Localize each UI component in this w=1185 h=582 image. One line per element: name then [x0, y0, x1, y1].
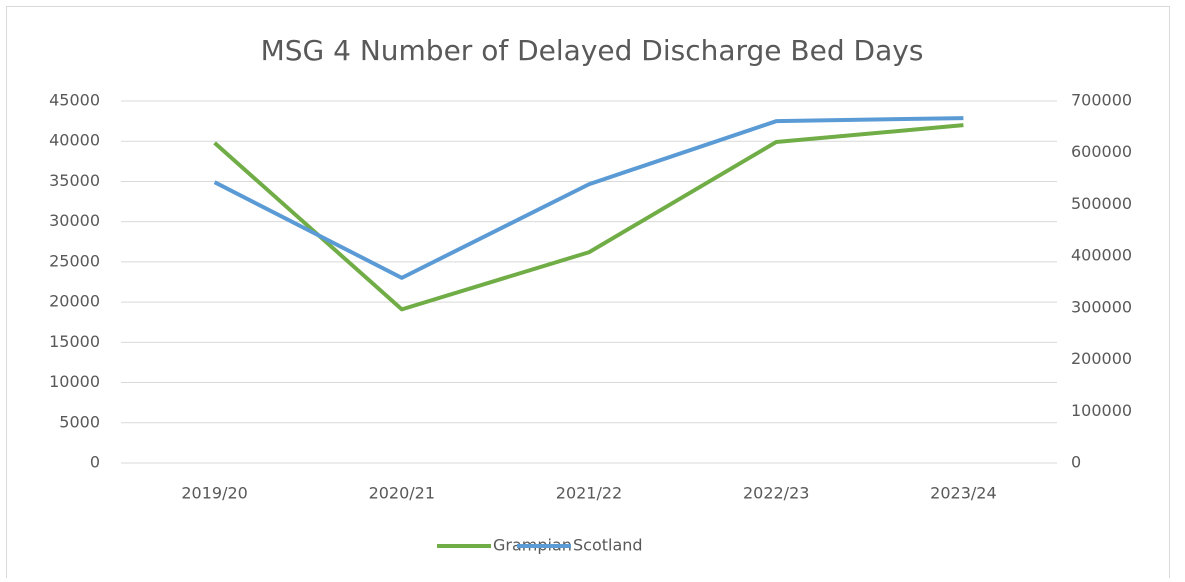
- y-tick-label: 15000: [49, 332, 100, 351]
- y2-tick-label: 700000: [1071, 91, 1132, 110]
- y-tick-label: 20000: [49, 292, 100, 311]
- y2-tick-label: 100000: [1071, 401, 1132, 420]
- y-tick-label: 25000: [49, 251, 100, 270]
- y-tick-label: 5000: [59, 412, 100, 431]
- x-tick-label: 2020/21: [369, 484, 435, 503]
- series-line: [213, 123, 964, 312]
- y2-tick-label: 500000: [1071, 194, 1132, 213]
- x-tick-label: 2022/23: [743, 484, 809, 503]
- y-tick-label: 10000: [49, 372, 100, 391]
- x-tick-label: 2019/20: [181, 484, 247, 503]
- y-tick-label: 30000: [49, 211, 100, 230]
- x-tick-label: 2021/22: [556, 484, 622, 503]
- y2-tick-label: 300000: [1071, 297, 1132, 316]
- y2-tick-label: 200000: [1071, 349, 1132, 368]
- y2-tick-label: 400000: [1071, 246, 1132, 265]
- chart-title: MSG 4 Number of Delayed Discharge Bed Da…: [261, 34, 924, 67]
- y-tick-label: 35000: [49, 171, 100, 190]
- y2-tick-label: 600000: [1071, 142, 1132, 161]
- y-tick-label: 40000: [49, 131, 100, 150]
- y-tick-label: 0: [90, 453, 100, 472]
- chart-frame: [6, 6, 1170, 582]
- y2-tick-label: 0: [1071, 453, 1081, 472]
- series-line: [213, 116, 964, 280]
- y-tick-label: 45000: [49, 91, 100, 110]
- x-tick-label: 2023/24: [930, 484, 996, 503]
- legend-label: Scotland: [573, 536, 643, 555]
